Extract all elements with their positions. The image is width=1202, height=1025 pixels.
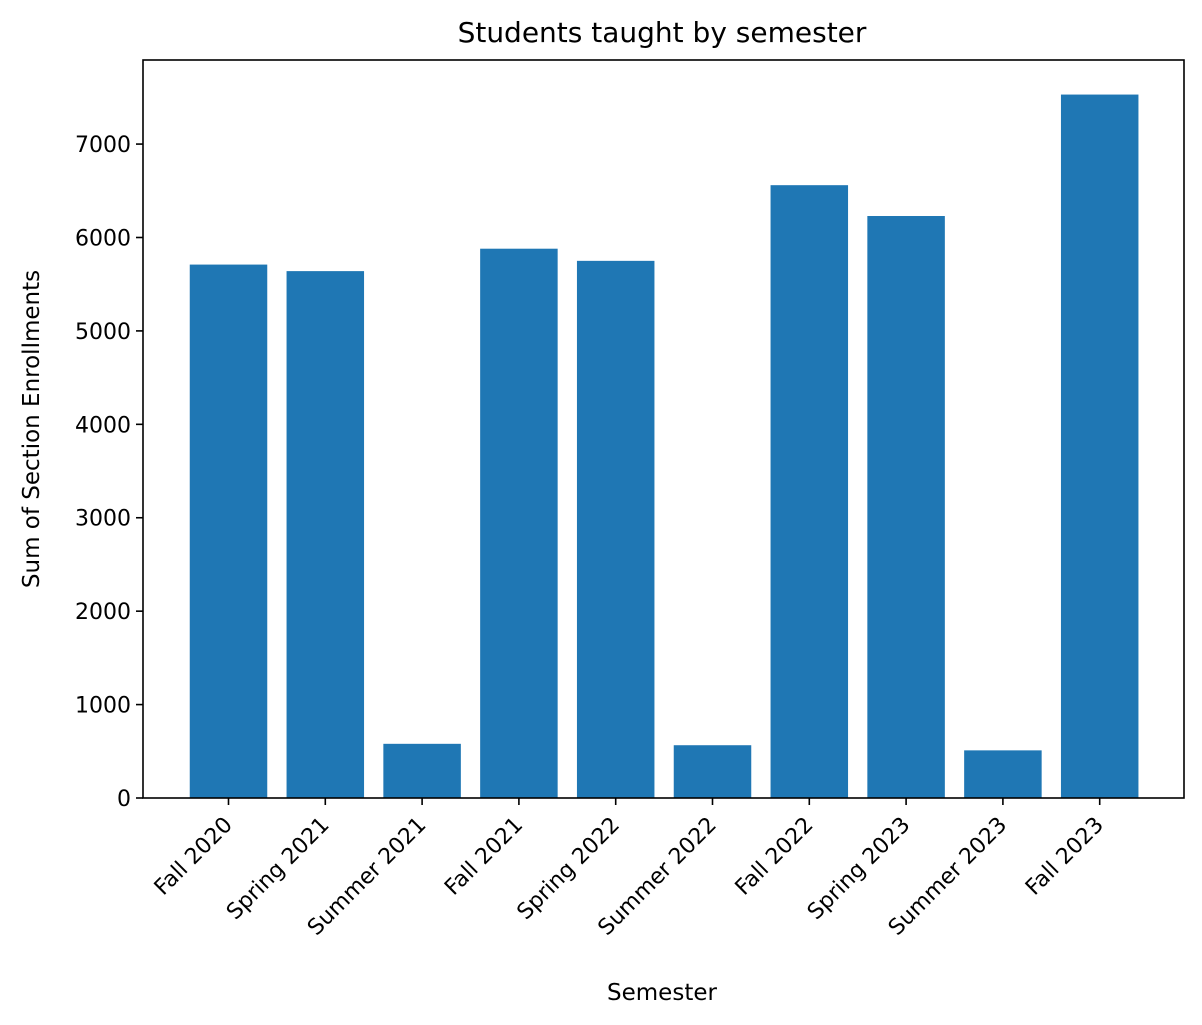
bar [286, 271, 365, 798]
bar [770, 185, 849, 798]
bars-group [189, 94, 1139, 799]
x-axis-label: Semester [607, 980, 717, 1006]
x-tick-label: Fall 2020 [150, 813, 238, 901]
chart-title: Students taught by semester [458, 16, 867, 49]
y-axis: 0 1000 2000 3000 4000 5000 6000 7000 [75, 133, 143, 812]
y-tick-label: 0 [117, 787, 131, 812]
bar [1060, 94, 1139, 798]
y-tick-label: 1000 [75, 694, 131, 719]
y-tick-label: 5000 [75, 320, 131, 345]
y-tick-label: 7000 [75, 133, 131, 158]
bar [673, 745, 752, 798]
y-tick-label: 2000 [75, 600, 131, 625]
bar [576, 260, 655, 799]
bar [383, 743, 461, 798]
plot-frame [142, 59, 1185, 799]
bar [867, 216, 945, 798]
bar [480, 248, 558, 798]
bar [964, 750, 1042, 798]
y-tick-label: 6000 [75, 226, 131, 251]
x-tick-label: Fall 2023 [1021, 813, 1109, 901]
x-tick-label: Fall 2021 [440, 813, 528, 901]
y-tick-label: 3000 [75, 507, 131, 532]
y-axis-label: Sum of Section Enrollments [19, 270, 45, 588]
x-tick-label: Fall 2022 [731, 813, 819, 901]
y-tick-label: 4000 [75, 413, 131, 438]
bar [189, 264, 268, 799]
